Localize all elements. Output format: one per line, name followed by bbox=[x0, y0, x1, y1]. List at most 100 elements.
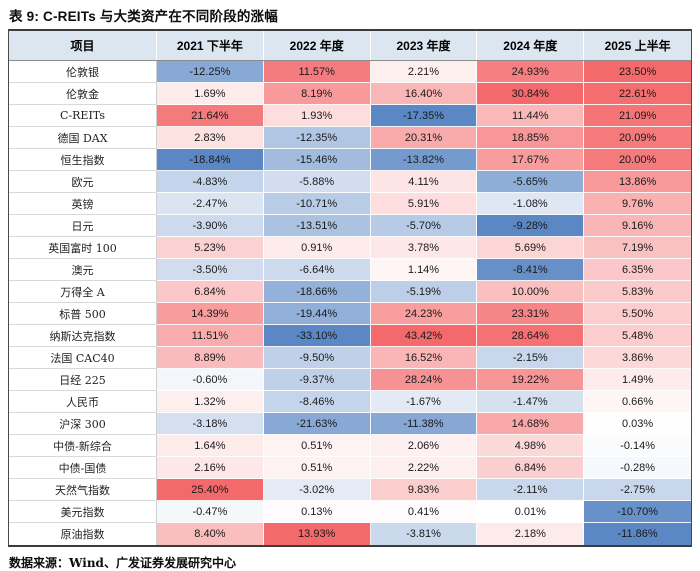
value-cell: 22.61% bbox=[584, 83, 691, 105]
value-cell: 10.00% bbox=[477, 281, 585, 303]
table-title: 表 9: C-REITs 与大类资产在不同阶段的涨幅 bbox=[9, 9, 278, 24]
value-cell: 11.44% bbox=[477, 105, 585, 127]
table-row: 澳元 -3.50% -6.64% 1.14% -8.41% 6.35% bbox=[9, 259, 691, 281]
label-cell: 伦敦银 bbox=[9, 61, 157, 83]
header-row: 项目 2021 下半年 2022 年度 2023 年度 2024 年度 2025 上半年 bbox=[9, 31, 691, 61]
table-row: 天然气指数 25.40% -3.02% 9.83% -2.11% -2.75% bbox=[9, 479, 691, 501]
value-cell: 20.31% bbox=[370, 127, 478, 149]
value-cell: -19.44% bbox=[263, 303, 371, 325]
value-cell: 23.31% bbox=[477, 303, 585, 325]
label-cell: 日元 bbox=[9, 215, 157, 237]
label-cell: 英国富时 100 bbox=[9, 237, 157, 259]
value-cell: 5.48% bbox=[584, 325, 691, 347]
label-cell: 英镑 bbox=[9, 193, 157, 215]
value-cell: 2.16% bbox=[157, 457, 264, 479]
header-cell: 2025 上半年 bbox=[604, 39, 671, 53]
header-cell: 项目 bbox=[9, 31, 157, 60]
table-row: 日元 -3.90% -13.51% -5.70% -9.28% 9.16% bbox=[9, 215, 691, 237]
value-cell: 14.39% bbox=[157, 303, 264, 325]
value-cell: -18.84% bbox=[157, 149, 264, 171]
value-cell: 6.35% bbox=[584, 259, 691, 281]
value-cell: 8.19% bbox=[263, 83, 371, 105]
table-row: 恒生指数 -18.84% -15.46% -13.82% 17.67% 20.00% bbox=[9, 149, 691, 171]
value-cell: 1.64% bbox=[157, 435, 264, 457]
value-cell: -5.88% bbox=[263, 171, 371, 193]
table-row: 日经 225 -0.60% -9.37% 28.24% 19.22% 1.49% bbox=[9, 369, 691, 391]
value-cell: -10.70% bbox=[584, 501, 691, 523]
value-cell: -2.15% bbox=[477, 347, 585, 369]
value-cell: 3.86% bbox=[584, 347, 691, 369]
table-row: 标普 500 14.39% -19.44% 24.23% 23.31% 5.50% bbox=[9, 303, 691, 325]
label-cell: 原油指数 bbox=[9, 523, 157, 545]
value-cell: 1.49% bbox=[584, 369, 691, 391]
value-cell: -8.41% bbox=[477, 259, 585, 281]
table-row: 欧元 -4.83% -5.88% 4.11% -5.65% 13.86% bbox=[9, 171, 691, 193]
value-cell: 5.91% bbox=[370, 193, 478, 215]
label-cell: 恒生指数 bbox=[9, 149, 157, 171]
label-cell: C-REITs bbox=[9, 105, 157, 127]
value-cell: 1.14% bbox=[370, 259, 478, 281]
value-cell: 1.32% bbox=[157, 391, 264, 413]
value-cell: -13.51% bbox=[263, 215, 371, 237]
label-cell: 天然气指数 bbox=[9, 479, 157, 501]
value-cell: 43.42% bbox=[370, 325, 478, 347]
value-cell: -1.47% bbox=[477, 391, 585, 413]
value-cell: -12.25% bbox=[157, 61, 264, 83]
value-cell: 20.00% bbox=[584, 149, 691, 171]
table-row: 沪深 300 -3.18% -21.63% -11.38% 14.68% 0.03% bbox=[9, 413, 691, 435]
header-cell: 2023 年度 bbox=[371, 31, 478, 60]
value-cell: 0.66% bbox=[584, 391, 691, 413]
value-cell: 0.13% bbox=[263, 501, 371, 523]
table-row: 德国 DAX 2.83% -12.35% 20.31% 18.85% 20.09% bbox=[9, 127, 691, 149]
value-cell: 2.06% bbox=[370, 435, 478, 457]
value-cell: -0.14% bbox=[584, 435, 691, 457]
table-row: 伦敦银 -12.25% 11.57% 2.21% 24.93% 23.50% bbox=[9, 61, 691, 83]
table-row: 纳斯达克指数 11.51% -33.10% 43.42% 28.64% 5.48% bbox=[9, 325, 691, 347]
value-cell: -11.86% bbox=[584, 523, 691, 545]
table-row: 英国富时 100 5.23% 0.91% 3.78% 5.69% 7.19% bbox=[9, 237, 691, 259]
value-cell: 13.86% bbox=[584, 171, 691, 193]
value-cell: 5.69% bbox=[477, 237, 585, 259]
value-cell: 2.83% bbox=[157, 127, 264, 149]
value-cell: 13.93% bbox=[263, 523, 371, 545]
table-row: C-REITs 21.64% 1.93% -17.35% 11.44% 21.09% bbox=[9, 105, 691, 127]
value-cell: -10.71% bbox=[263, 193, 371, 215]
value-cell: -5.70% bbox=[370, 215, 478, 237]
value-cell: -0.28% bbox=[584, 457, 691, 479]
label-cell: 万得全 A bbox=[9, 281, 157, 303]
value-cell: 14.68% bbox=[477, 413, 585, 435]
value-cell: -3.18% bbox=[157, 413, 264, 435]
value-cell: 16.40% bbox=[370, 83, 478, 105]
value-cell: -3.81% bbox=[370, 523, 478, 545]
value-cell: 21.09% bbox=[584, 105, 691, 127]
value-cell: 21.64% bbox=[157, 105, 264, 127]
table-row: 中债-国债 2.16% 0.51% 2.22% 6.84% -0.28% bbox=[9, 457, 691, 479]
value-cell: 4.11% bbox=[370, 171, 478, 193]
value-cell: 0.01% bbox=[477, 501, 585, 523]
value-cell: -11.38% bbox=[370, 413, 478, 435]
label-cell: 伦敦金 bbox=[9, 83, 157, 105]
label-cell: 澳元 bbox=[9, 259, 157, 281]
value-cell: 25.40% bbox=[157, 479, 264, 501]
label-cell: 欧元 bbox=[9, 171, 157, 193]
table-row: 原油指数 8.40% 13.93% -3.81% 2.18% -11.86% bbox=[9, 523, 691, 545]
value-cell: 5.83% bbox=[584, 281, 691, 303]
value-cell: -9.50% bbox=[263, 347, 371, 369]
label-cell: 美元指数 bbox=[9, 501, 157, 523]
value-cell: 30.84% bbox=[477, 83, 585, 105]
value-cell: 16.52% bbox=[370, 347, 478, 369]
value-cell: 11.57% bbox=[263, 61, 371, 83]
value-cell: -5.65% bbox=[477, 171, 585, 193]
label-cell: 纳斯达克指数 bbox=[9, 325, 157, 347]
label-cell: 标普 500 bbox=[9, 303, 157, 325]
value-cell: 6.84% bbox=[477, 457, 585, 479]
value-cell: 1.93% bbox=[263, 105, 371, 127]
value-cell: 0.51% bbox=[263, 457, 371, 479]
table-row: 中债-新综合 1.64% 0.51% 2.06% 4.98% -0.14% bbox=[9, 435, 691, 457]
value-cell: 9.83% bbox=[370, 479, 478, 501]
value-cell: -6.64% bbox=[263, 259, 371, 281]
value-cell: 28.24% bbox=[370, 369, 478, 391]
value-cell: -0.60% bbox=[157, 369, 264, 391]
value-cell: 1.69% bbox=[157, 83, 264, 105]
